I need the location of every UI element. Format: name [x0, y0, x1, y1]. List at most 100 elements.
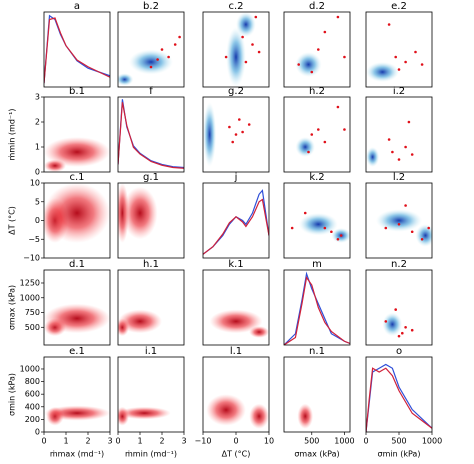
panel-frame	[117, 182, 185, 259]
panel-title: k.2	[309, 172, 324, 183]
y-tick-label: 1	[35, 143, 40, 152]
panel-title: e.2	[391, 1, 407, 12]
panel-frame	[283, 269, 351, 346]
density-blob	[382, 312, 403, 337]
scatter-point	[160, 48, 164, 51]
panel	[118, 35, 181, 86]
y-tick-label: −5	[28, 235, 40, 244]
density-blob	[366, 147, 380, 167]
scatter-point	[330, 230, 333, 234]
y-axis-label: ṁmin (md⁻¹)	[8, 109, 17, 161]
scatter-point	[323, 226, 327, 230]
x-tick-label: 2	[159, 437, 164, 446]
kde-line	[284, 275, 350, 345]
panel-frame	[202, 269, 270, 346]
panel-title: h.2	[309, 86, 325, 97]
panel-title: n.2	[391, 259, 407, 270]
x-tick-label: 500	[304, 437, 319, 446]
scatter-point	[247, 123, 251, 126]
y-tick-label: 1000	[20, 364, 40, 373]
y-tick-label: 3	[35, 93, 40, 102]
scatter-point	[149, 65, 153, 69]
panel	[366, 120, 414, 167]
y-tick-label: 400	[25, 402, 40, 411]
panel-title: b.2	[143, 1, 159, 12]
scatter-point	[251, 43, 254, 46]
x-tick-label: 3	[181, 437, 186, 446]
scatter-point	[303, 211, 307, 215]
panel	[382, 308, 414, 338]
density-blob	[375, 209, 423, 232]
y-tick-label: 0	[35, 428, 40, 437]
panel-frame	[283, 356, 351, 433]
x-tick-label: 1000	[334, 437, 354, 446]
scatter-point	[167, 55, 170, 59]
scatter-point	[404, 204, 407, 207]
panel	[118, 183, 158, 243]
scatter-point	[297, 63, 301, 66]
density-blob	[118, 73, 134, 86]
panel-frame	[202, 96, 270, 173]
scatter-point	[410, 328, 414, 332]
scatter-point	[241, 130, 244, 134]
density-blob	[44, 405, 110, 421]
panel	[206, 394, 269, 429]
kde-line	[284, 271, 350, 345]
y-tick-label: 500	[25, 323, 40, 332]
density-blob	[129, 49, 173, 75]
scatter-point	[323, 30, 327, 34]
scatter-point	[173, 43, 177, 46]
x-tick-label: 0	[115, 437, 120, 446]
panel	[203, 189, 269, 255]
scatter-point	[310, 70, 314, 74]
y-tick-label: 1000	[20, 293, 40, 302]
panel-title: i.1	[145, 346, 157, 357]
scatter-point	[234, 133, 238, 136]
density-blob	[415, 224, 432, 247]
panel-frame	[365, 11, 433, 88]
x-tick-label: 2	[85, 437, 90, 446]
x-tick-label: 1	[63, 437, 68, 446]
panel-title: k.1	[228, 259, 243, 270]
y-tick-label: 5	[35, 197, 40, 206]
panel-title: n.1	[309, 346, 325, 357]
y-tick-label: 200	[25, 415, 40, 424]
scatter-point	[420, 63, 424, 66]
density-blob	[226, 27, 246, 87]
panel-frame	[117, 96, 185, 173]
x-tick-label: 0	[41, 437, 46, 446]
panel-title: a	[74, 1, 80, 12]
panel-frame	[283, 96, 351, 173]
scatter-point	[156, 58, 159, 61]
y-tick-label: 750	[25, 308, 40, 317]
y-tick-label: 10	[30, 179, 40, 188]
scatter-point	[317, 128, 320, 131]
panel-frame	[365, 96, 433, 173]
panel-title: g.2	[228, 86, 244, 97]
density-blob	[297, 403, 314, 429]
scatter-point	[231, 140, 234, 144]
scatter-point	[394, 308, 398, 311]
scatter-point	[397, 222, 401, 226]
x-tick-label: 10	[264, 437, 274, 446]
panel-title: b.1	[69, 86, 85, 97]
panel-title: c.2	[228, 1, 243, 12]
panel	[44, 405, 110, 426]
scatter-point	[317, 48, 320, 51]
y-axis-label: σmax (kPa)	[8, 285, 17, 330]
scatter-point	[427, 226, 431, 230]
panel-frame	[365, 182, 433, 259]
scatter-point	[307, 150, 310, 154]
scatter-point	[387, 138, 391, 141]
scatter-point	[384, 226, 388, 230]
scatter-point	[404, 145, 407, 149]
y-tick-label: 0	[35, 216, 40, 225]
panel	[209, 309, 269, 338]
x-tick-label: 1000	[422, 437, 442, 446]
scatter-point	[387, 23, 391, 26]
x-axis-label: σmin (kPa)	[378, 450, 421, 459]
panel-frame	[202, 182, 270, 259]
panel-frame	[43, 96, 111, 173]
scatter-point	[290, 226, 294, 230]
panel-title: g.1	[143, 172, 159, 183]
